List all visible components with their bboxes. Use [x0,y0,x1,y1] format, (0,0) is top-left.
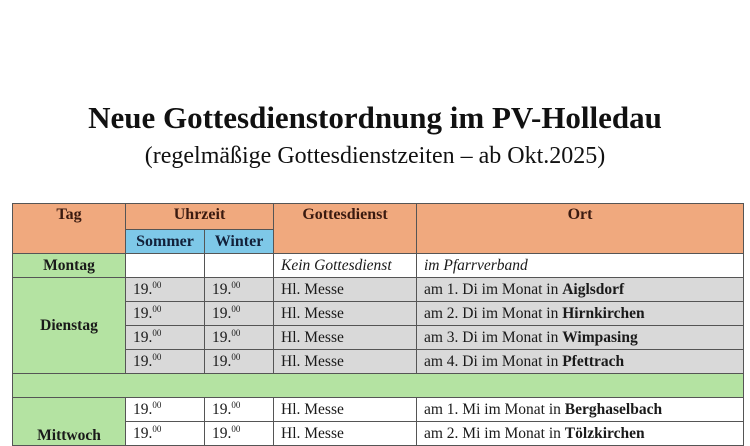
table-row: 19.00 19.00 Hl. Messe am 3. Di im Monat in … [13,325,744,350]
ort-cell: am 2. Mi im Monat in Tölzkirchen [416,421,744,446]
ort-cell: am 1. Mi im Monat in Berghaselbach [416,397,744,422]
day-cell: Dienstag [12,277,126,374]
winter-cell: 19.00 [204,397,274,422]
place-name: Tölzkirchen [564,424,645,442]
table-row: 19.00 19.00 Hl. Messe am 2. Mi im Monat in … [13,421,744,446]
header-gottesdienst: Gottesdienst [273,203,417,254]
day-cell: Mittwoch [12,397,126,446]
sommer-cell: 19.00 [125,421,205,446]
table-row: 19.00 19.00 Hl. Messe am 4. Di im Monat in … [13,349,744,374]
header-tag: Tag [12,203,126,254]
ort-cell: am 2. Di im Monat in Hirnkirchen [416,301,744,326]
gottesdienst-cell: Hl. Messe [273,325,417,350]
table-row: Dienstag 19.00 19.00 Hl. Messe am 1. Di im M… [12,277,744,374]
ort-cell: im Pfarrverband [416,253,744,278]
table-row: Mittwoch 19.00 19.00 Hl. Messe am 1. Mi im M… [12,397,744,446]
header-ort: Ort [416,203,744,254]
winter-cell: 19.00 [204,325,274,350]
sommer-cell: 19.00 [125,349,205,374]
header-winter: Winter [204,229,274,254]
place-name: Berghaselbach [564,400,663,418]
winter-cell: 19.00 [204,301,274,326]
winter-cell: 19.00 [204,421,274,446]
winter-cell [204,253,274,278]
header-uhrzeit: Uhrzeit [125,203,274,230]
day-cell: Montag [12,253,126,278]
gottesdienst-cell: Hl. Messe [273,301,417,326]
gottesdienst-cell: Kein Gottesdienst [273,253,417,278]
sommer-cell: 19.00 [125,277,205,302]
place-name: Pfettrach [562,352,625,370]
ort-cell: am 3. Di im Monat in Wimpasing [416,325,744,350]
table-row: Montag Kein Gottesdienst im Pfarrverband [12,253,744,278]
table-row: 19.00 19.00 Hl. Messe am 2. Di im Monat in … [13,301,744,326]
place-name: Hirnkirchen [562,304,645,322]
schedule-table: Tag Uhrzeit Gottesdienst Ort Sommer Wint… [12,203,744,446]
ort-cell: am 4. Di im Monat in Pfettrach [416,349,744,374]
gottesdienst-cell: Hl. Messe [273,349,417,374]
page-subtitle: (regelmäßige Gottesdienstzeiten – ab Okt… [144,143,606,169]
sommer-cell: 19.00 [125,325,205,350]
page-title: Neue Gottesdienstordnung im PV-Holledau [88,100,662,135]
winter-cell: 19.00 [204,349,274,374]
ort-cell: am 1. Di im Monat in Aiglsdorf [416,277,744,302]
sommer-cell [125,253,205,278]
place-name: Wimpasing [562,328,638,346]
sommer-cell: 19.00 [125,301,205,326]
gottesdienst-cell: Hl. Messe [273,397,417,422]
gottesdienst-cell: Hl. Messe [273,277,417,302]
winter-cell: 19.00 [204,277,274,302]
place-name: Aiglsdorf [562,280,625,298]
gottesdienst-cell: Hl. Messe [273,421,417,446]
separator-row [12,373,744,398]
header-sommer: Sommer [125,229,205,254]
sommer-cell: 19.00 [125,397,205,422]
